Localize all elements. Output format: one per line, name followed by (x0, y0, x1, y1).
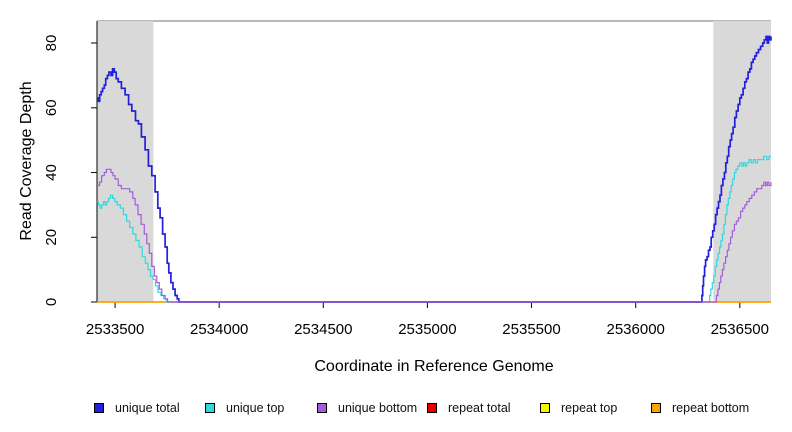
legend-label: unique bottom (338, 401, 418, 415)
y-tick-label: 80 (43, 35, 60, 52)
legend-label: repeat total (448, 401, 511, 415)
x-tick-label: 2536000 (606, 321, 664, 338)
series-line-unique-bottom (97, 168, 772, 303)
x-tick-label: 2536500 (711, 321, 769, 338)
legend-swatch-icon (540, 403, 550, 413)
legend-swatch-icon (205, 403, 215, 413)
tick-labels: 2533500 2534000 2534500 2535000 2535500 25360… (43, 35, 769, 338)
legend-item-repeat-total: repeat total (427, 402, 511, 414)
x-tick-label: 2534500 (294, 321, 352, 338)
legend-label: unique top (226, 401, 285, 415)
x-tick-label: 2535000 (398, 321, 456, 338)
legend-label: unique total (115, 401, 180, 415)
x-tick-label: 2534000 (190, 321, 248, 338)
masked-region-bands (97, 21, 771, 302)
series-lines (97, 35, 772, 303)
legend-item-repeat-bottom: repeat bottom (651, 402, 749, 414)
y-tick-label: 40 (43, 164, 60, 181)
legend-item-unique-top: unique top (205, 402, 284, 414)
legend-label: repeat bottom (672, 401, 750, 415)
legend-item-unique-total: unique total (94, 402, 180, 414)
x-tick-label: 2535500 (502, 321, 560, 338)
x-axis-title: Coordinate in Reference Genome (314, 358, 553, 375)
legend-label: repeat top (561, 401, 618, 415)
legend-swatch-icon (94, 403, 104, 413)
legend-swatch-icon (651, 403, 661, 413)
masked-region-band (97, 21, 154, 302)
x-tick-label: 2533500 (86, 321, 144, 338)
legend-swatch-icon (317, 403, 327, 413)
y-tick-label: 0 (43, 298, 60, 306)
legend-item-unique-bottom: unique bottom (317, 402, 417, 414)
masked-region-band (713, 21, 771, 302)
series-line-unique-total (97, 35, 772, 303)
y-axis-title: Read Coverage Depth (18, 81, 35, 240)
legend-swatch-icon (427, 403, 437, 413)
y-tick-label: 60 (43, 99, 60, 116)
y-tick-label: 20 (43, 229, 60, 246)
series-line-unique-top (97, 155, 771, 303)
axes (91, 21, 771, 308)
legend-item-repeat-top: repeat top (540, 402, 617, 414)
